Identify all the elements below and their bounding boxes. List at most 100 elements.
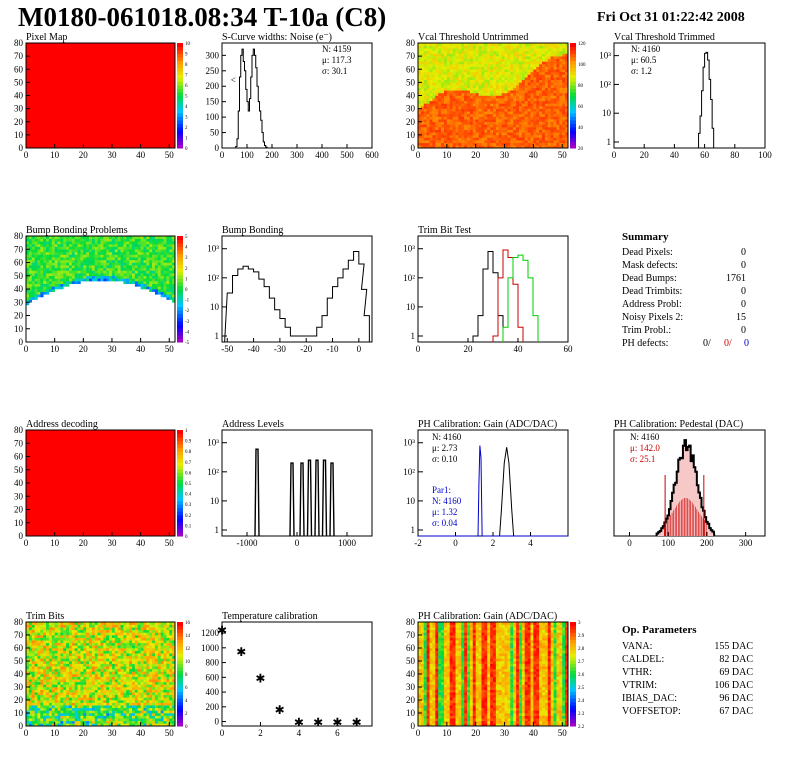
heatmap-cell	[556, 87, 560, 91]
heatmap-cell	[542, 61, 546, 65]
heatmap-cell	[467, 43, 471, 46]
heatmap-cell	[74, 632, 78, 636]
heatmap-cell	[513, 124, 517, 128]
heatmap-cell	[464, 140, 468, 144]
heatmap-cell	[111, 632, 116, 636]
colorbar-cell	[570, 141, 576, 145]
heatmap-cell	[565, 142, 569, 146]
heatmap-cell	[31, 243, 35, 247]
heatmap-cell	[533, 98, 537, 102]
heatmap-cell	[418, 53, 422, 57]
heatmap-cell	[501, 98, 505, 102]
heatmap-cell	[507, 87, 511, 91]
heatmap-cell	[498, 43, 502, 46]
heatmap-cell	[478, 45, 482, 49]
heatmap-cell	[495, 82, 500, 86]
heatmap-cell	[443, 61, 448, 65]
heatmap-cell	[533, 82, 537, 86]
heatmap-cell	[80, 666, 84, 670]
heatmap-cell	[533, 71, 537, 75]
heatmap-cell	[97, 632, 101, 636]
heatmap-cell	[530, 90, 534, 94]
heatmap-cell	[461, 106, 465, 109]
heatmap-cell	[34, 265, 38, 269]
heatmap-cell	[547, 79, 551, 83]
heatmap-cell	[547, 124, 551, 128]
heatmap-cell	[37, 707, 41, 711]
heatmap-cell	[169, 254, 173, 258]
heatmap-cell	[43, 653, 47, 657]
heatmap-cell	[86, 243, 90, 247]
stat-line: N: 4159	[322, 44, 352, 54]
heatmap-cell	[68, 273, 73, 277]
heatmap-cell	[432, 111, 436, 115]
heatmap-cell	[83, 249, 87, 253]
heatmap-cell	[157, 283, 161, 287]
heatmap-cell	[423, 103, 427, 107]
heatmap-cell	[467, 98, 471, 102]
heatmap-cell	[518, 116, 523, 120]
heatmap-cell	[533, 113, 537, 117]
heatmap-cell	[420, 127, 425, 130]
heatmap-cell	[86, 681, 90, 685]
heatmap-cell	[51, 697, 55, 701]
heatmap-cell	[54, 249, 58, 253]
heatmap-cell	[66, 632, 70, 636]
heatmap-cell	[510, 106, 514, 109]
heatmap-cell	[547, 48, 551, 52]
heatmap-cell	[562, 145, 566, 149]
heatmap-cell	[106, 257, 110, 261]
heatmap-cell	[461, 85, 465, 88]
heatmap-cell	[68, 723, 73, 727]
heatmap-cell	[441, 92, 445, 96]
heatmap-cell	[481, 58, 485, 62]
heatmap-cell	[157, 259, 161, 263]
heatmap-cell	[106, 715, 110, 719]
heatmap-cell	[495, 137, 500, 141]
y-tick-label: 10	[406, 130, 416, 140]
heatmap-cell	[484, 85, 488, 88]
heatmap-cell	[550, 116, 554, 120]
heatmap-cell	[57, 653, 61, 657]
heatmap-cell	[539, 50, 543, 54]
heatmap-cell	[426, 92, 430, 96]
heatmap-cell	[527, 56, 531, 60]
heatmap-cell	[498, 90, 502, 94]
heatmap-cell	[166, 249, 170, 253]
heatmap-cell	[143, 278, 147, 282]
x-tick-label: 20	[464, 344, 474, 354]
colorbar-cell	[177, 95, 183, 100]
heatmap-cell	[455, 71, 459, 75]
colorbar-label: 0.6	[185, 471, 192, 476]
heatmap-cell	[487, 48, 491, 52]
heatmap-cell	[539, 145, 543, 149]
heatmap-cell	[562, 127, 566, 130]
heatmap-cell	[452, 137, 456, 141]
heatmap-cell	[481, 124, 485, 128]
heatmap-cell	[103, 645, 107, 649]
heatmap-cell	[478, 48, 482, 52]
heatmap-cell	[83, 241, 87, 245]
heatmap-cell	[152, 270, 156, 274]
heatmap-cell	[418, 45, 422, 49]
heatmap-cell	[37, 241, 41, 245]
heatmap-cell	[490, 77, 494, 81]
heatmap-cell	[163, 273, 167, 277]
heatmap-cell	[74, 718, 78, 722]
level-peak	[329, 462, 335, 537]
heatmap-cell	[524, 82, 528, 86]
heatmap-cell	[513, 87, 517, 91]
heatmap-cell	[498, 56, 502, 60]
heatmap-cell	[429, 140, 433, 144]
heatmap-cell	[461, 140, 465, 144]
heatmap-cell	[137, 262, 141, 266]
heatmap-cell	[441, 61, 445, 65]
heatmap-cell	[100, 627, 104, 631]
heatmap-cell	[137, 278, 141, 282]
colorbar-cell	[177, 60, 183, 65]
heatmap-cell	[91, 273, 96, 277]
heatmap-cell	[48, 645, 53, 649]
heatmap-cell	[443, 48, 448, 52]
heatmap-cell	[94, 650, 98, 654]
heatmap-cell	[449, 64, 453, 67]
